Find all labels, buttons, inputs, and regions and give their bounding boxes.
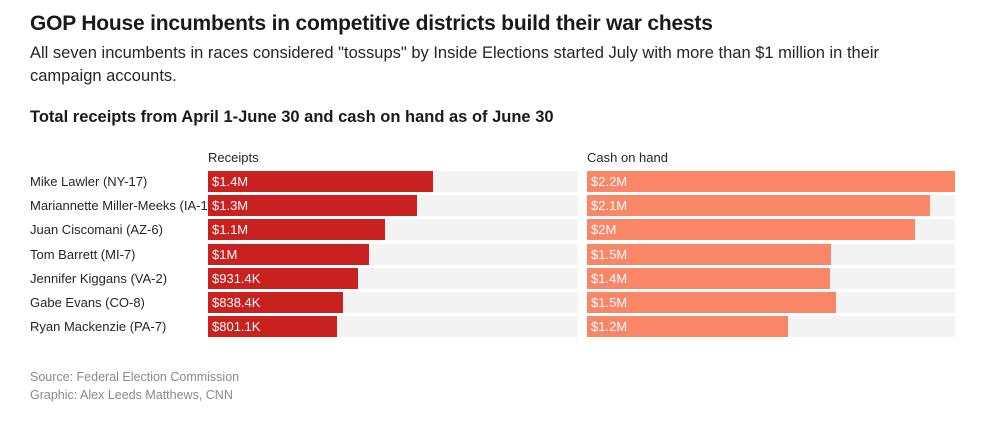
row-label: Tom Barrett (MI-7) <box>30 247 136 262</box>
row-label: Gabe Evans (CO-8) <box>30 295 145 310</box>
cash-track: $1.5M <box>587 244 955 265</box>
cash-value-label: $1.5M <box>591 247 628 262</box>
cash-track: $1.4M <box>587 268 955 289</box>
receipts-value-label: $1.4M <box>212 174 249 189</box>
chart-subtitle: All seven incumbents in races considered… <box>30 44 880 85</box>
receipts-track: $1.3M <box>208 195 578 216</box>
receipts-value-label: $1M <box>212 247 238 262</box>
cash-bar: $1.2M <box>587 316 788 337</box>
cash-value-label: $2.2M <box>591 174 628 189</box>
receipts-bar: $1M <box>208 244 369 265</box>
cash-value-label: $1.5M <box>591 295 628 310</box>
receipts-value-label: $1.3M <box>212 198 249 213</box>
receipts-track: $1M <box>208 244 578 265</box>
receipts-bar: $931.4K <box>208 268 358 289</box>
graphic-credit: Graphic: Alex Leeds Matthews, CNN <box>30 388 233 402</box>
cash-track: $1.5M <box>587 292 955 313</box>
cash-bar: $2.2M <box>587 171 955 192</box>
cash-track: $1.2M <box>587 316 955 337</box>
row-label: Ryan Mackenzie (PA-7) <box>30 319 167 334</box>
receipts-value-label: $838.4K <box>212 295 261 310</box>
receipts-track: $931.4K <box>208 268 578 289</box>
receipts-track: $838.4K <box>208 292 578 313</box>
receipts-bar: $801.1K <box>208 316 337 337</box>
cash-bar: $1.4M <box>587 268 830 289</box>
receipts-value-label: $801.1K <box>212 319 261 334</box>
receipts-column-header: Receipts <box>208 150 259 165</box>
chart-title: Total receipts from April 1-June 30 and … <box>30 108 554 126</box>
receipts-bar: $1.1M <box>208 219 385 240</box>
row-label: Jennifer Kiggans (VA-2) <box>30 271 168 286</box>
receipts-bar: $1.3M <box>208 195 417 216</box>
chart-headline: GOP House incumbents in competitive dist… <box>30 12 713 35</box>
cash-value-label: $2.1M <box>591 198 628 213</box>
cash-track: $2M <box>587 219 955 240</box>
receipts-track: $801.1K <box>208 316 578 337</box>
receipts-bar: $838.4K <box>208 292 343 313</box>
cash-bar: $2.1M <box>587 195 930 216</box>
cash-track: $2.2M <box>587 171 955 192</box>
receipts-bar: $1.4M <box>208 171 433 192</box>
receipts-value-label: $931.4K <box>212 271 261 286</box>
cash-track: $2.1M <box>587 195 955 216</box>
source-note: Source: Federal Election Commission <box>30 370 240 384</box>
cash-bar: $2M <box>587 219 915 240</box>
cash-bar: $1.5M <box>587 292 836 313</box>
row-label: Juan Ciscomani (AZ-6) <box>30 222 163 237</box>
cash-value-label: $1.4M <box>591 271 628 286</box>
cash-column-header: Cash on hand <box>587 150 668 165</box>
receipts-track: $1.4M <box>208 171 578 192</box>
receipts-value-label: $1.1M <box>212 222 249 237</box>
row-label: Mariannette Miller-Meeks (IA-1) <box>30 198 213 213</box>
receipts-track: $1.1M <box>208 219 578 240</box>
cash-value-label: $1.2M <box>591 319 628 334</box>
row-label: Mike Lawler (NY-17) <box>30 174 148 189</box>
cash-bar: $1.5M <box>587 244 831 265</box>
cash-value-label: $2M <box>591 222 617 237</box>
